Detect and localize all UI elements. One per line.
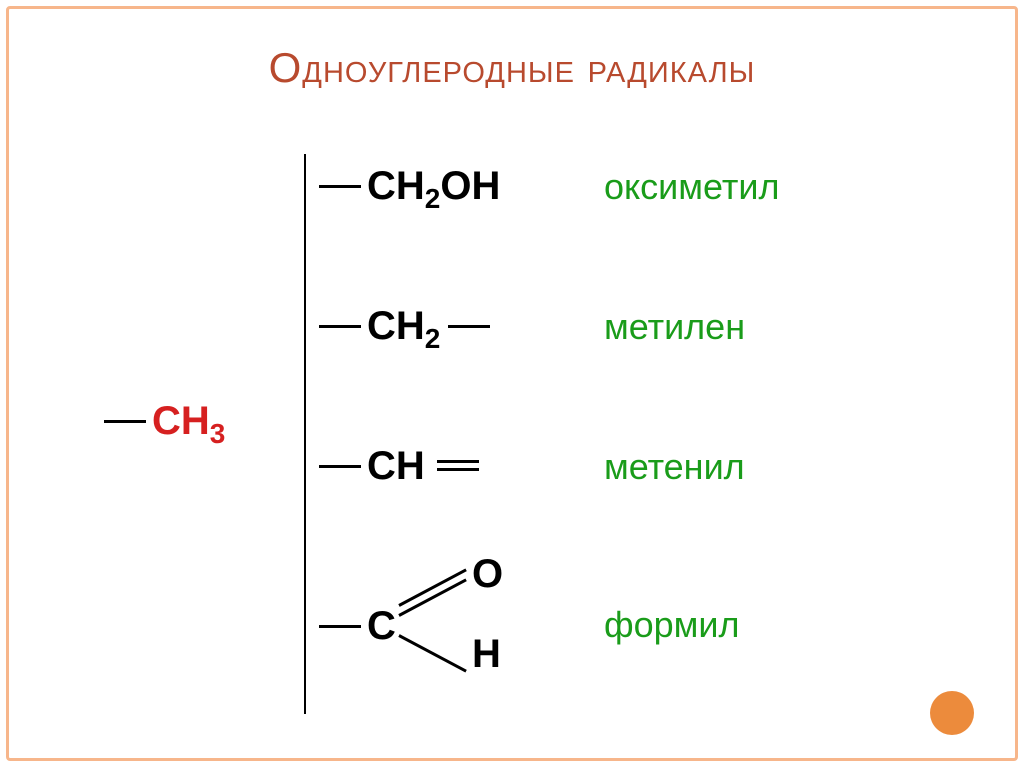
vertical-divider	[304, 154, 306, 714]
label-oxymethyl: оксиметил	[604, 166, 779, 208]
content-area: CH3 CH2OH оксиметил CH2 метилен CH	[104, 154, 950, 713]
bond-icon	[319, 625, 361, 628]
row-oxymethyl: CH2OH	[319, 164, 500, 209]
bond-icon	[319, 325, 361, 328]
formula-oxymethyl: CH2OH	[319, 164, 500, 209]
ch3-text: CH3	[152, 399, 225, 444]
bond-icon	[319, 185, 361, 188]
bond-icon	[448, 325, 490, 328]
formyl-h: H	[472, 632, 501, 677]
bond-icon	[398, 634, 467, 672]
row-methylene: CH2	[319, 304, 490, 349]
ch3-root: CH3	[104, 399, 225, 444]
label-methylene: метилен	[604, 306, 745, 348]
bond-icon	[398, 568, 467, 606]
row-formyl: C O H	[319, 604, 396, 649]
formula-text: CH	[367, 444, 425, 489]
label-methenyl: метенил	[604, 446, 745, 488]
formula-methenyl: CH	[319, 444, 483, 489]
label-formyl: формил	[604, 604, 740, 646]
formula-formyl: C O H	[319, 604, 396, 649]
double-bond-icon	[437, 466, 479, 467]
slide-title: Одноуглеродные радикалы	[14, 44, 1010, 92]
bond-icon	[319, 465, 361, 468]
bond-icon	[104, 420, 146, 423]
accent-dot-icon	[930, 691, 974, 735]
formyl-c: C	[367, 604, 396, 648]
formyl-o: O	[472, 552, 503, 597]
formula-text: CH2OH	[367, 164, 500, 209]
formyl-structure: C O H	[367, 604, 396, 649]
inner-frame: Одноуглеродные радикалы CH3 CH2OH оксиме…	[14, 14, 1010, 753]
row-methenyl: CH	[319, 444, 483, 489]
formula-methylene: CH2	[319, 304, 490, 349]
formula-text: CH2	[367, 304, 440, 349]
